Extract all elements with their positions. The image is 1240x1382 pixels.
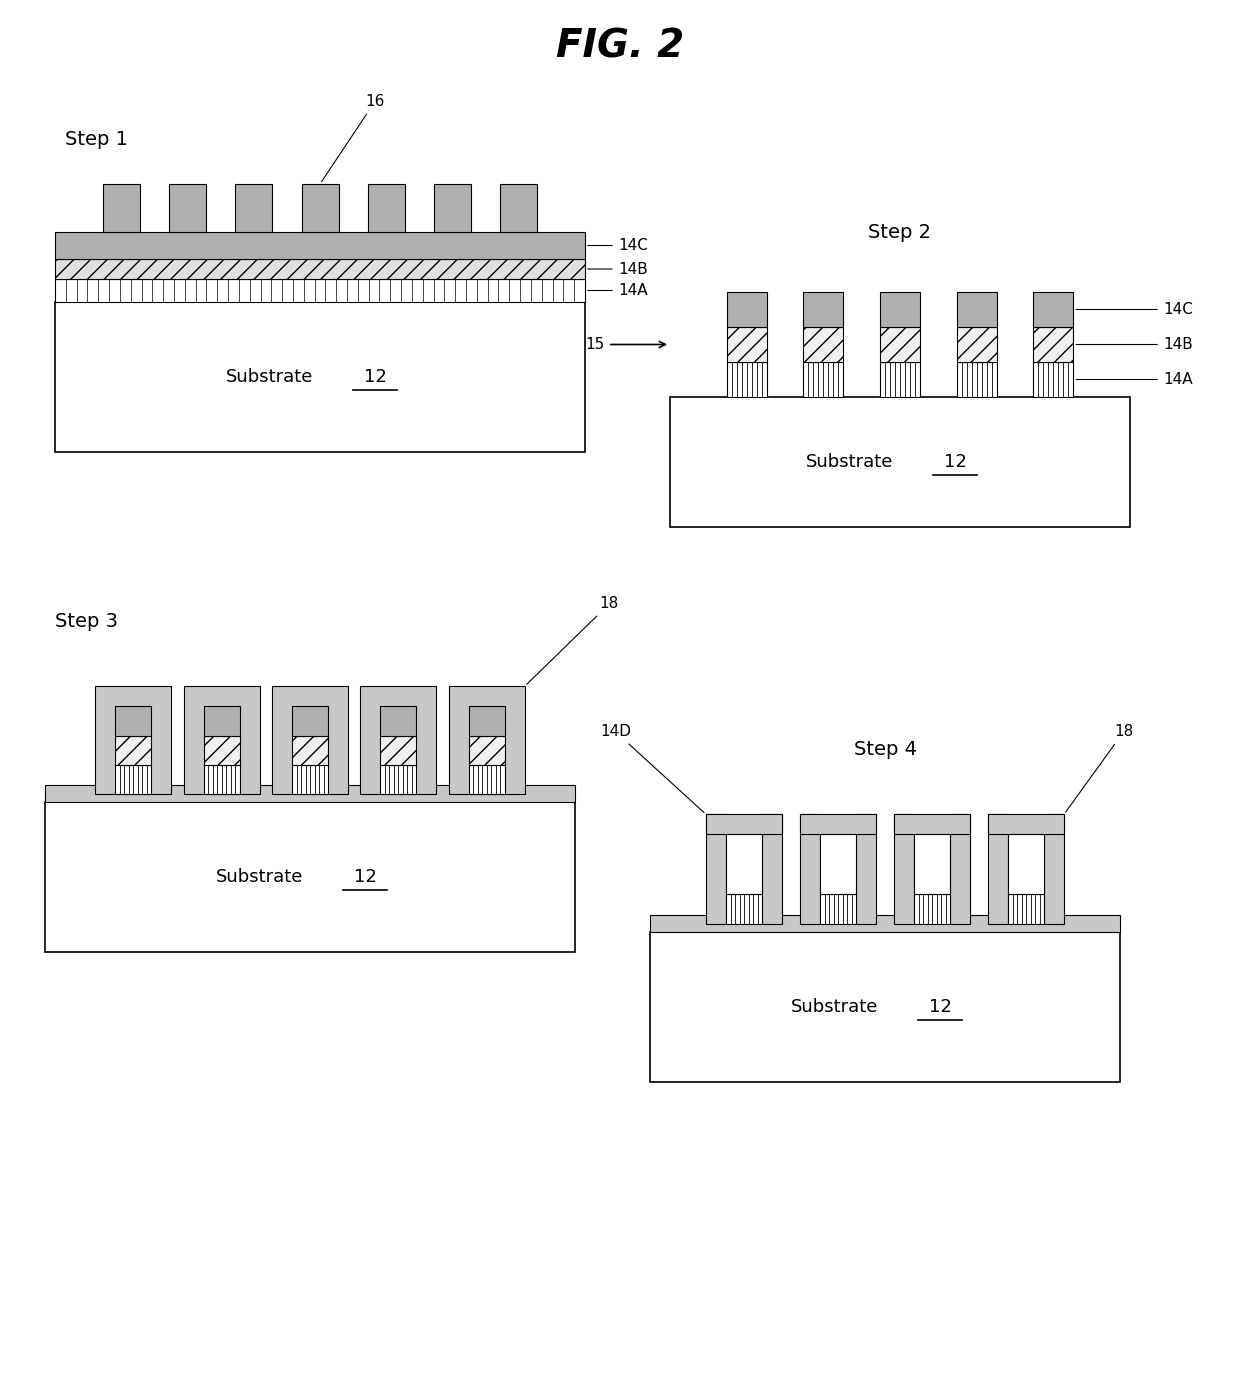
Text: 14A: 14A bbox=[1163, 372, 1193, 387]
Bar bbox=[706, 814, 725, 925]
Bar bbox=[55, 232, 585, 258]
Bar bbox=[914, 894, 950, 925]
Bar bbox=[115, 766, 151, 795]
Text: 12: 12 bbox=[353, 868, 377, 886]
Text: 15: 15 bbox=[585, 337, 666, 352]
Bar bbox=[291, 766, 329, 795]
Bar bbox=[381, 706, 417, 735]
Bar bbox=[727, 292, 766, 328]
Bar bbox=[169, 184, 206, 232]
Text: 12: 12 bbox=[944, 453, 966, 471]
Bar bbox=[706, 814, 782, 835]
Bar bbox=[272, 687, 348, 795]
Bar bbox=[800, 814, 820, 925]
Bar bbox=[804, 328, 843, 362]
Text: 12: 12 bbox=[929, 998, 951, 1016]
Bar bbox=[381, 735, 417, 766]
Text: 14C: 14C bbox=[618, 238, 647, 253]
Bar bbox=[291, 735, 329, 766]
Bar bbox=[115, 706, 151, 735]
Bar bbox=[650, 931, 1120, 1082]
Bar bbox=[236, 184, 273, 232]
Bar bbox=[45, 785, 575, 802]
Bar bbox=[880, 362, 920, 397]
Bar bbox=[469, 766, 505, 795]
Bar bbox=[804, 362, 843, 397]
Bar bbox=[1033, 362, 1074, 397]
Text: Step 3: Step 3 bbox=[55, 612, 118, 632]
Bar bbox=[725, 835, 763, 894]
Bar bbox=[95, 687, 171, 795]
Text: Step 4: Step 4 bbox=[853, 741, 916, 759]
Bar bbox=[957, 292, 997, 328]
Text: 14B: 14B bbox=[1163, 337, 1193, 352]
Bar bbox=[449, 687, 525, 795]
Bar bbox=[800, 814, 875, 835]
Bar bbox=[725, 894, 763, 925]
Bar bbox=[1033, 328, 1074, 362]
Text: Substrate: Substrate bbox=[806, 453, 894, 471]
Text: Substrate: Substrate bbox=[227, 368, 314, 386]
Bar bbox=[880, 292, 920, 328]
Bar bbox=[301, 184, 339, 232]
Bar bbox=[1033, 292, 1074, 328]
Bar bbox=[115, 735, 151, 766]
Bar bbox=[894, 814, 914, 925]
Text: FIG. 2: FIG. 2 bbox=[556, 28, 684, 66]
Text: 18: 18 bbox=[1065, 724, 1133, 813]
Bar bbox=[1008, 894, 1044, 925]
Bar bbox=[727, 362, 766, 397]
Bar bbox=[203, 766, 239, 795]
Bar bbox=[804, 292, 843, 328]
Text: 12: 12 bbox=[363, 368, 387, 386]
Bar bbox=[184, 687, 259, 795]
Bar bbox=[894, 814, 970, 835]
Bar bbox=[203, 706, 239, 735]
Bar bbox=[856, 814, 875, 925]
Bar bbox=[55, 279, 585, 303]
Text: 14C: 14C bbox=[1163, 303, 1193, 316]
Text: 14B: 14B bbox=[618, 261, 647, 276]
Text: Step 1: Step 1 bbox=[64, 130, 128, 149]
Bar bbox=[988, 814, 1008, 925]
Bar bbox=[55, 258, 585, 279]
Bar bbox=[988, 814, 1064, 835]
Bar bbox=[45, 802, 575, 952]
Bar bbox=[500, 184, 537, 232]
Bar bbox=[103, 184, 140, 232]
Bar bbox=[763, 814, 782, 925]
Bar bbox=[368, 184, 404, 232]
Bar bbox=[1044, 814, 1064, 925]
Bar bbox=[361, 687, 436, 795]
Text: 16: 16 bbox=[321, 94, 384, 181]
Text: Substrate: Substrate bbox=[216, 868, 304, 886]
Bar bbox=[291, 706, 329, 735]
Bar bbox=[914, 835, 950, 894]
Bar bbox=[957, 362, 997, 397]
Text: Step 2: Step 2 bbox=[868, 223, 931, 242]
Bar bbox=[203, 735, 239, 766]
Bar bbox=[381, 766, 417, 795]
Bar bbox=[55, 303, 585, 452]
Text: 18: 18 bbox=[527, 597, 619, 684]
Bar bbox=[469, 735, 505, 766]
Bar bbox=[820, 835, 856, 894]
Bar bbox=[950, 814, 970, 925]
Bar bbox=[650, 915, 1120, 931]
Text: 14D: 14D bbox=[600, 724, 704, 813]
Bar bbox=[727, 328, 766, 362]
Bar bbox=[880, 328, 920, 362]
Text: Substrate: Substrate bbox=[791, 998, 879, 1016]
Bar bbox=[670, 397, 1130, 527]
Text: 14A: 14A bbox=[618, 283, 647, 299]
Bar bbox=[434, 184, 471, 232]
Bar bbox=[820, 894, 856, 925]
Bar bbox=[469, 706, 505, 735]
Bar bbox=[1008, 835, 1044, 894]
Bar bbox=[957, 328, 997, 362]
